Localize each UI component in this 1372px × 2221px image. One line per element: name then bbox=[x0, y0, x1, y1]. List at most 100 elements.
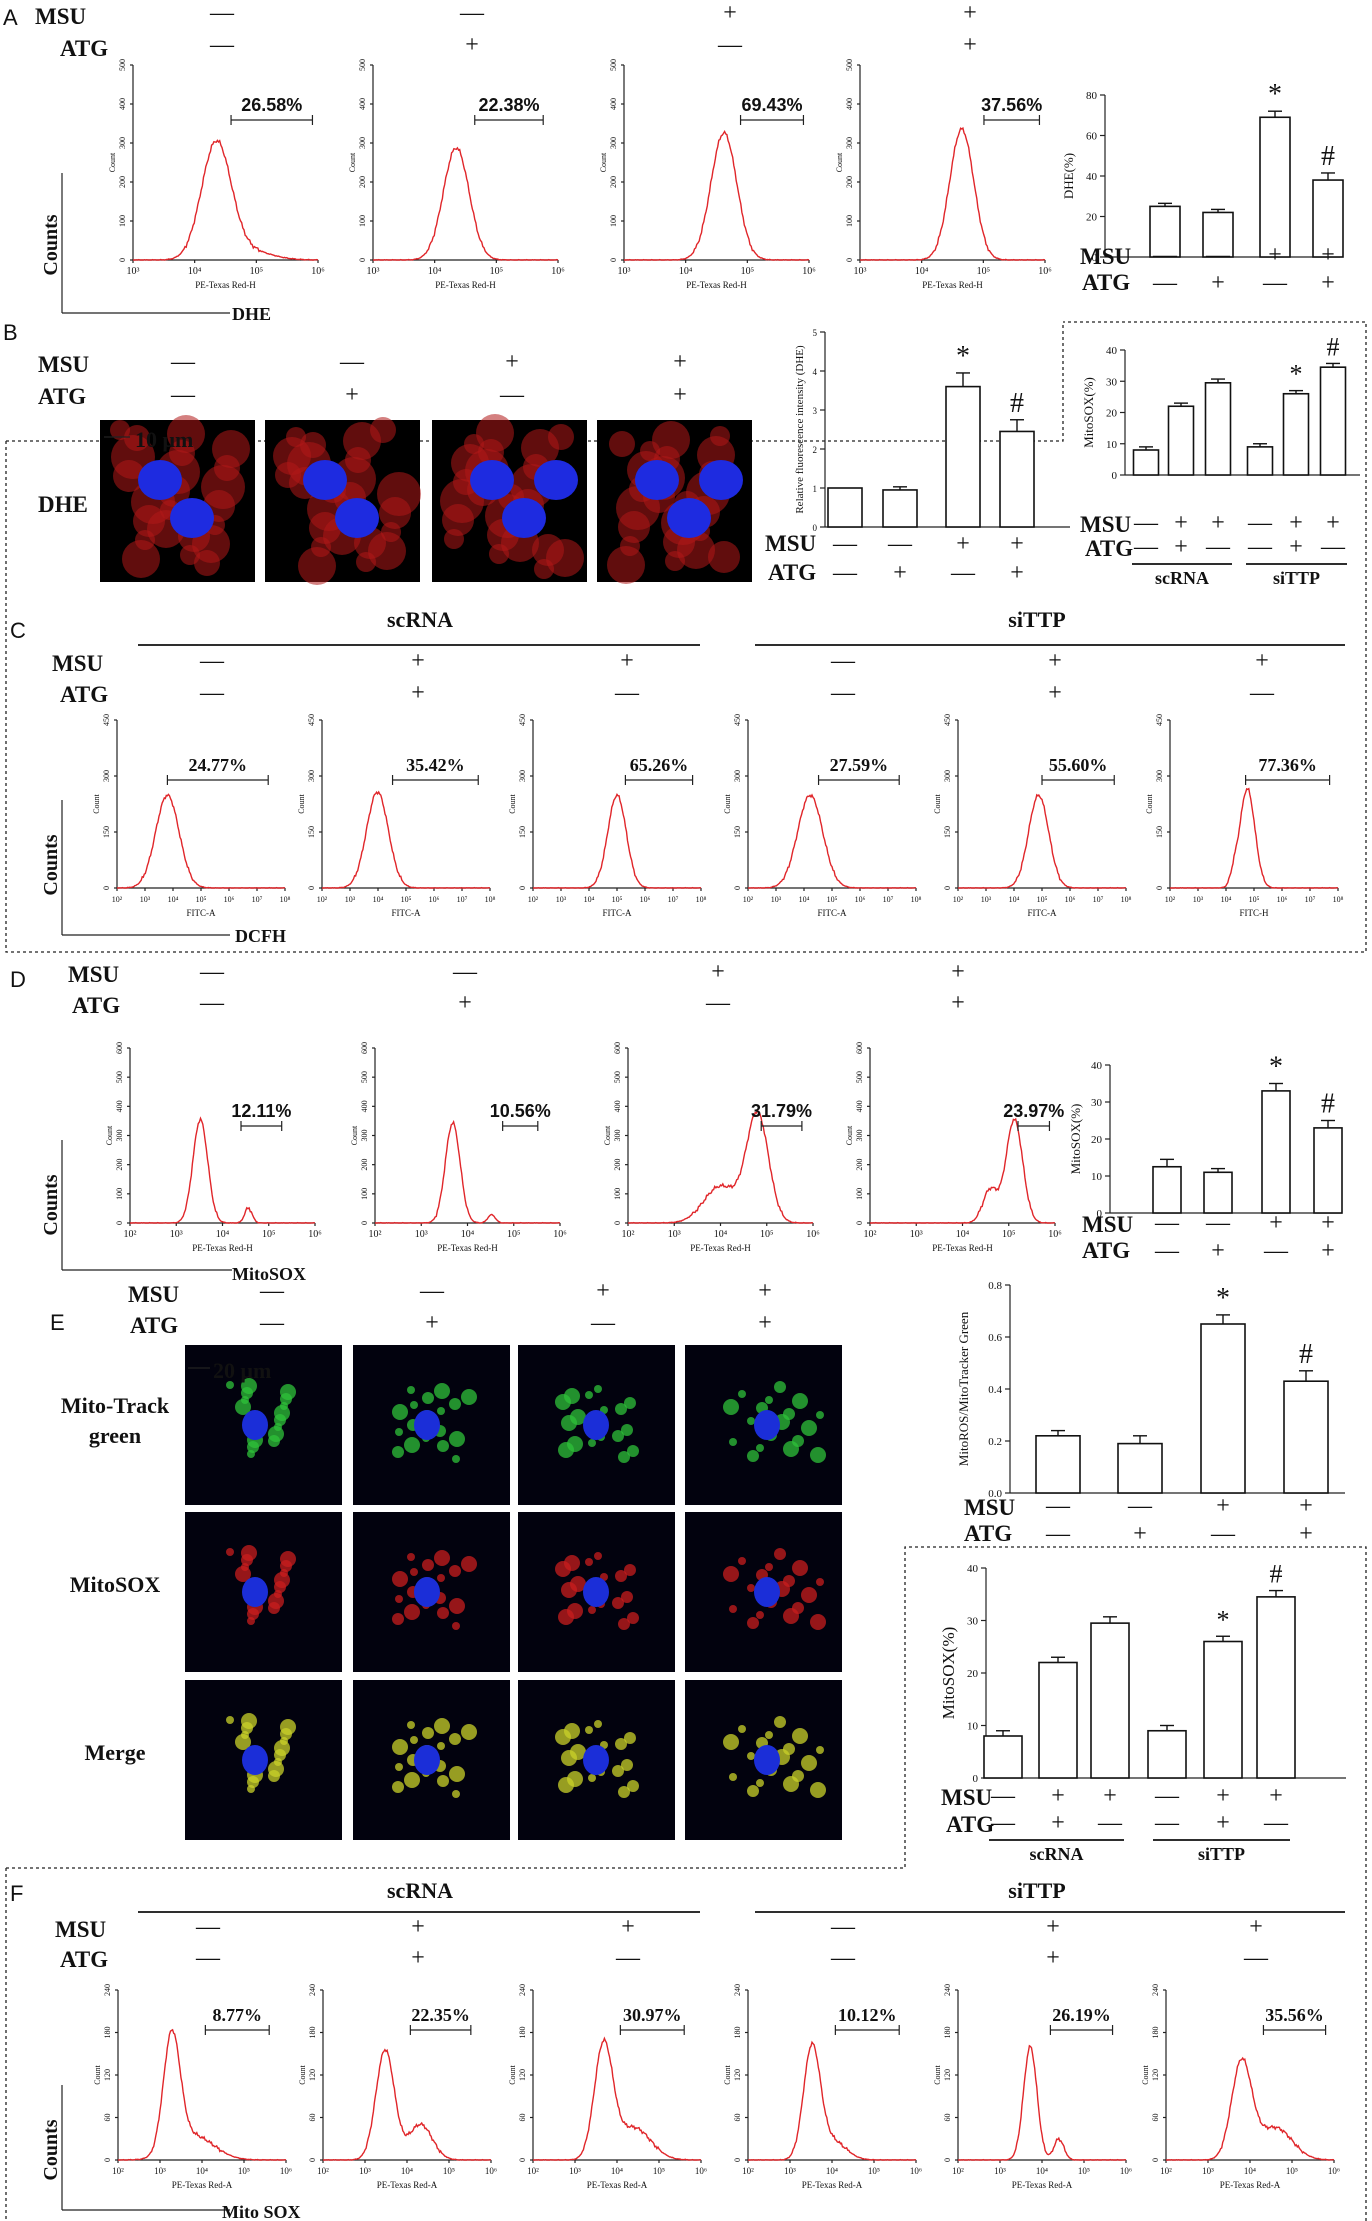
e-micro-2-1-nucleus bbox=[414, 1745, 440, 1775]
d-flow-1-histogram bbox=[375, 1119, 561, 1224]
c-flow-2-pct: 65.26% bbox=[630, 755, 689, 775]
f-msu-1: + bbox=[411, 1914, 425, 1940]
e-micro-1-2-dot-14 bbox=[567, 1603, 583, 1619]
f-flow-5-xtick-label-2: 10⁴ bbox=[1244, 2166, 1256, 2176]
a-bar-ytick-label-4: 80 bbox=[1086, 90, 1098, 102]
a-flow-2-xtick-label-1: 10⁴ bbox=[679, 266, 693, 277]
e-micro-2-1-dot-16 bbox=[437, 1775, 449, 1787]
e-micro-2-0-dot-9 bbox=[247, 1785, 255, 1793]
b-mito-atg-0: — bbox=[1133, 534, 1159, 560]
e-micro-0-0-nucleus bbox=[242, 1410, 268, 1440]
c-msu-1: + bbox=[411, 648, 425, 674]
e-micro-2-3-dot-11 bbox=[792, 1728, 808, 1744]
e-atg-label: ATG bbox=[130, 1313, 178, 1338]
c-flow-3-ytick-label-0: 0 bbox=[733, 886, 742, 890]
e-atg-2: — bbox=[590, 1310, 616, 1336]
b-mito-msu-5: + bbox=[1326, 510, 1340, 536]
e-micro-1-1-nucleus bbox=[414, 1577, 440, 1607]
b-mito-ytick-label-2: 20 bbox=[1106, 408, 1118, 420]
d-flow-2-xtick-label-4: 10⁶ bbox=[806, 1229, 820, 1240]
e-micro-0-2-nucleus bbox=[583, 1410, 609, 1440]
e-micro-2-1-dot-4 bbox=[449, 1733, 461, 1745]
f-flow-2-xtick-label-3: 10⁵ bbox=[653, 2166, 665, 2176]
e-micro-2-3-dot-7 bbox=[774, 1716, 786, 1728]
f-flow-5-y-label: Count bbox=[1141, 2064, 1150, 2084]
a-flow-0-ytick-label-5: 500 bbox=[118, 59, 127, 71]
e-micro-1-2-dot-3 bbox=[588, 1606, 596, 1614]
e-micro-1-1-dot-5 bbox=[404, 1604, 420, 1620]
d-msu-0: — bbox=[199, 959, 225, 985]
e-micro-2-1-dot-2 bbox=[461, 1724, 477, 1740]
b-mito-msu-1: + bbox=[1174, 510, 1188, 536]
f-flow-1-y-label: Count bbox=[298, 2064, 307, 2084]
a-flow-3-y-label: Count bbox=[835, 152, 844, 172]
e-micro-0-3-dot-0 bbox=[765, 1396, 773, 1404]
a-flow-0-ytick-label-1: 100 bbox=[118, 215, 127, 227]
e-mito-msu-3: — bbox=[1154, 1783, 1180, 1809]
c-flow-0-xtick-label-0: 10² bbox=[112, 895, 123, 904]
e-micro-2-2-dot-16 bbox=[627, 1780, 639, 1792]
e-micro-2-1-dot-5 bbox=[404, 1772, 420, 1788]
a-bar-ytick-label-1: 20 bbox=[1086, 212, 1098, 224]
a-bar-atg-2: — bbox=[1262, 270, 1288, 296]
d-bar-mark-2: * bbox=[1269, 1052, 1283, 1083]
d-flow-3-pct: 23.97% bbox=[1003, 1101, 1064, 1121]
f-flow-0-ytick-label-1: 60 bbox=[103, 2114, 112, 2122]
d-flow-1-ytick-label-6: 600 bbox=[360, 1042, 369, 1054]
f-flow-0-pct: 8.77% bbox=[213, 2005, 263, 2025]
a-bar-msu-0: — bbox=[1152, 242, 1178, 268]
a-flow-0-pct: 26.58% bbox=[241, 95, 302, 115]
a-flow-2-x-label: PE-Texas Red-H bbox=[686, 280, 747, 290]
b-bar-bar-0 bbox=[827, 487, 863, 528]
a-flow-2-ytick-label-1: 100 bbox=[609, 215, 618, 227]
e-bar-atg-1: + bbox=[1133, 1521, 1147, 1547]
c-flow-2-xtick-label-2: 10⁴ bbox=[584, 895, 595, 904]
b-atg-0: — bbox=[170, 382, 196, 408]
e-atg-3: + bbox=[758, 1310, 772, 1336]
d-flow-3-ytick-label-1: 100 bbox=[855, 1188, 864, 1200]
panel-label-A: A bbox=[3, 5, 18, 30]
a-flow-3-xtick-label-3: 10⁶ bbox=[1038, 266, 1052, 277]
a-flow-2-xtick-label-0: 10³ bbox=[618, 266, 631, 277]
c-flow-3-xtick-label-5: 10⁷ bbox=[883, 895, 894, 904]
d-mitosox-label: MitoSOX bbox=[232, 1264, 306, 1284]
e-bar-msu-2: + bbox=[1216, 1493, 1230, 1519]
d-flow-3-xtick-label-2: 10⁴ bbox=[956, 1229, 970, 1240]
e-micro-0-2-dot-14 bbox=[567, 1436, 583, 1452]
a-flow-1-xtick-label-3: 10⁶ bbox=[551, 266, 565, 277]
e-micro-1-0-dot-16 bbox=[268, 1602, 280, 1614]
b-bar-mark-2: * bbox=[956, 341, 970, 372]
f-flow-1-xtick-label-2: 10⁴ bbox=[401, 2166, 413, 2176]
e-mito-ytick-label-3: 30 bbox=[967, 1616, 979, 1628]
a-flow-1-pct: 22.38% bbox=[478, 95, 539, 115]
a-atg-0: — bbox=[209, 32, 235, 58]
e-micro-2-1-dot-14 bbox=[449, 1766, 465, 1782]
a-bar-bar-0 bbox=[1149, 205, 1181, 258]
b-micro-1-red-21 bbox=[370, 417, 396, 443]
e-micro-0-0-dot-16 bbox=[268, 1435, 280, 1447]
b-mito-ytick-label-3: 30 bbox=[1106, 376, 1118, 388]
e-micro-0-0-dot-9 bbox=[247, 1450, 255, 1458]
c-flow-3-xtick-label-3: 10⁵ bbox=[827, 895, 838, 904]
c-flow-4-xtick-label-1: 10³ bbox=[981, 895, 992, 904]
d-flow-0-xtick-label-0: 10² bbox=[124, 1229, 137, 1240]
d-flow-3-ytick-label-2: 200 bbox=[855, 1159, 864, 1171]
f-flow-2-ytick-label-1: 60 bbox=[518, 2114, 527, 2122]
c-flow-2-xtick-label-1: 10³ bbox=[556, 895, 567, 904]
e-micro-2-0-dot-0 bbox=[226, 1716, 234, 1724]
f-flow-5-histogram bbox=[1166, 2056, 1335, 2161]
e-micro-1-2-dot-7 bbox=[618, 1618, 630, 1630]
d-flow-0-x-label: PE-Texas Red-H bbox=[192, 1243, 253, 1253]
f-flow-2-x-label: PE-Texas Red-A bbox=[587, 2180, 648, 2190]
e-micro-0-1-dot-17 bbox=[392, 1404, 408, 1420]
a-flow-0-ytick-label-0: 0 bbox=[118, 258, 127, 262]
dotted-box-bc bbox=[5, 321, 1367, 953]
b-micro-0-red-22 bbox=[113, 460, 145, 492]
c-flow-5-ytick-label-3: 450 bbox=[1155, 714, 1164, 726]
c-flow-1-ytick-label-3: 450 bbox=[307, 714, 316, 726]
a-bar-atg-3: + bbox=[1321, 270, 1335, 296]
d-bar-msu-0: — bbox=[1154, 1210, 1180, 1236]
b-bar-msu-0: — bbox=[832, 531, 858, 557]
e-msu-2: + bbox=[596, 1278, 610, 1304]
d-atg-0: — bbox=[199, 990, 225, 1016]
